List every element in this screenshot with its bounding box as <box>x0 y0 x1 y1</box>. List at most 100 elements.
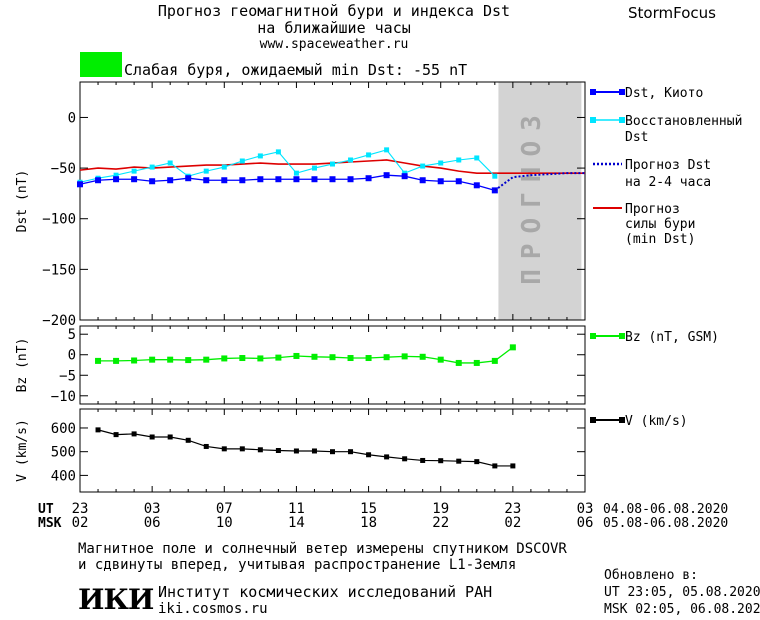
velocity-point <box>113 432 119 438</box>
restored-dst-point <box>330 161 335 167</box>
dst-kyoto-point <box>95 177 102 184</box>
bz-point <box>113 357 120 364</box>
x-tick-label-msk: 06 <box>577 515 594 531</box>
velocity-point <box>456 458 462 464</box>
dst-kyoto-point <box>167 177 174 184</box>
y-axis-label: Bz (nT) <box>15 338 30 393</box>
restored-dst-point <box>438 160 444 166</box>
velocity-point <box>438 458 444 464</box>
bz-point <box>239 355 246 362</box>
bz-point <box>131 357 138 364</box>
footnote-line2: и сдвинуты вперед, учитывая распростране… <box>78 557 517 573</box>
bz-legend-marker <box>590 333 596 339</box>
restored-dst-point <box>420 163 426 169</box>
dst-kyoto-point <box>113 176 120 183</box>
chart-title-line2: на ближайшие часы <box>257 19 411 37</box>
legend-storm-1: Прогноз <box>625 202 680 217</box>
x-tick-label-ut: 07 <box>216 501 233 517</box>
x-tick-label-ut: 11 <box>288 501 305 517</box>
bz-point <box>275 354 282 361</box>
dst-kyoto-point <box>77 181 83 188</box>
institute-url[interactable]: iki.cosmos.ru <box>158 601 268 617</box>
msk-date-range: 05.08-06.08.2020 <box>603 516 728 531</box>
dst-kyoto-point <box>275 176 282 183</box>
bz-legend-marker <box>619 333 625 339</box>
bz-point <box>491 357 498 364</box>
velocity-point <box>311 448 317 454</box>
bz-point <box>293 352 300 359</box>
dst-kyoto-point <box>203 177 210 184</box>
v-legend-marker <box>590 417 596 423</box>
dst-forecast-line <box>494 172 585 192</box>
msk-label: MSK <box>38 516 62 531</box>
restored-dst-point <box>221 164 227 170</box>
bz-point <box>419 353 426 360</box>
dst-kyoto-point <box>383 172 390 179</box>
storm-status-text: Слабая буря, ожидаемый min Dst: -55 nT <box>124 61 468 79</box>
x-tick-label-msk: 22 <box>432 515 449 531</box>
y-axis-label: V (km/s) <box>15 419 30 482</box>
restored-dst-point <box>239 158 245 164</box>
forecast-label: ПРОГНОЗ <box>517 105 547 285</box>
dst-legend-marker <box>619 89 625 95</box>
panel-frame <box>79 325 586 405</box>
dst-kyoto-point <box>257 176 264 183</box>
x-tick-label-msk: 02 <box>504 515 521 531</box>
bz-point <box>509 344 516 351</box>
iki-logo: ИКИ <box>78 583 154 616</box>
dst-kyoto-point <box>221 177 228 184</box>
dst-kyoto-point <box>131 176 138 183</box>
bz-point <box>455 359 462 366</box>
v-legend-marker <box>619 417 625 423</box>
restored-legend-marker <box>590 117 596 123</box>
legend-forecast-2: на 2-4 часа <box>625 175 711 190</box>
y-tick-label: −200 <box>42 313 76 329</box>
bz-point <box>437 356 444 363</box>
restored-dst-point <box>275 149 281 155</box>
bz-point <box>221 355 228 362</box>
restored-dst-point <box>366 152 372 158</box>
restored-dst-point <box>402 170 408 176</box>
restored-dst-point <box>348 157 354 163</box>
dst-legend-marker <box>590 89 596 95</box>
bz-point <box>95 357 102 364</box>
bz-panel: 5 0 −5 −10 Bz (nT) <box>15 325 586 405</box>
x-tick-label-msk: 14 <box>288 515 305 531</box>
restored-dst-point <box>131 168 137 174</box>
y-tick-label: −10 <box>51 389 76 405</box>
x-tick-label-ut: 15 <box>360 501 377 517</box>
y-tick-label: 0 <box>68 348 76 364</box>
y-tick-label: 500 <box>51 445 76 461</box>
bz-point <box>329 354 336 361</box>
restored-dst-point <box>384 147 390 153</box>
velocity-point <box>131 431 137 437</box>
bz-line <box>98 346 514 364</box>
legend-v: V (km/s) <box>625 414 688 429</box>
bz-point <box>311 353 318 360</box>
velocity-point <box>366 452 372 458</box>
dst-kyoto-point <box>185 175 192 182</box>
velocity-point <box>492 463 498 469</box>
restored-dst-point <box>492 173 498 179</box>
dst-kyoto-point <box>455 178 462 185</box>
x-tick-label-ut: 23 <box>504 501 521 517</box>
site-url[interactable]: www.spaceweather.ru <box>259 37 409 52</box>
dst-kyoto-point <box>473 182 480 189</box>
dst-kyoto-point <box>365 175 372 182</box>
dst-kyoto-point <box>347 176 354 183</box>
updated-label: Обновлено в: <box>604 568 698 583</box>
legend-dst: Dst, Киото <box>625 86 703 101</box>
dst-kyoto-point <box>329 176 336 183</box>
restored-dst-point <box>456 157 462 163</box>
bz-point <box>401 353 408 360</box>
y-tick-label: −100 <box>42 212 76 228</box>
velocity-point <box>474 459 480 465</box>
bz-point <box>383 354 390 361</box>
velocity-point <box>95 427 101 433</box>
velocity-point <box>257 447 263 453</box>
velocity-line <box>97 429 513 467</box>
legend-bz: Bz (nT, GSM) <box>625 330 719 345</box>
legend-restored-1: Восстановленный <box>625 114 742 129</box>
dst-kyoto-point <box>149 178 156 185</box>
